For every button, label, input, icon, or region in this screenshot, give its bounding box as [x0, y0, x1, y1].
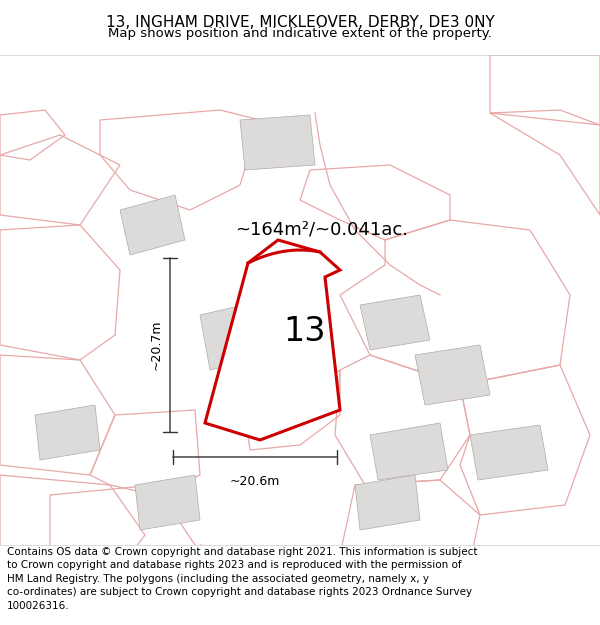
Polygon shape — [370, 423, 448, 480]
Polygon shape — [470, 425, 548, 480]
Polygon shape — [355, 475, 420, 530]
Text: ~20.7m: ~20.7m — [149, 320, 163, 370]
Polygon shape — [200, 300, 275, 370]
Text: ~20.6m: ~20.6m — [230, 475, 280, 488]
Polygon shape — [205, 240, 340, 440]
Polygon shape — [35, 405, 100, 460]
Text: 13, INGHAM DRIVE, MICKLEOVER, DERBY, DE3 0NY: 13, INGHAM DRIVE, MICKLEOVER, DERBY, DE3… — [106, 16, 494, 31]
Polygon shape — [240, 115, 315, 170]
Text: Map shows position and indicative extent of the property.: Map shows position and indicative extent… — [108, 27, 492, 39]
Text: 13: 13 — [283, 316, 326, 348]
Text: Contains OS data © Crown copyright and database right 2021. This information is : Contains OS data © Crown copyright and d… — [7, 547, 478, 611]
Text: ~164m²/~0.041ac.: ~164m²/~0.041ac. — [235, 221, 408, 239]
Polygon shape — [360, 295, 430, 350]
Polygon shape — [415, 345, 490, 405]
Polygon shape — [120, 195, 185, 255]
Polygon shape — [135, 475, 200, 530]
